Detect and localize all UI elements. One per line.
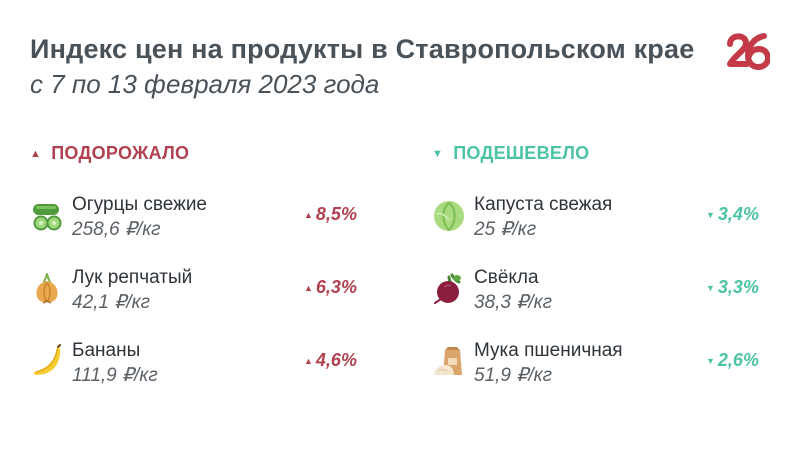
price-change: ▼ 2,6% xyxy=(706,350,759,371)
triangle-down-icon: ▼ xyxy=(432,147,444,160)
product-price: 111,9 ₽/кг xyxy=(72,365,158,386)
triangle-up-icon: ▲ xyxy=(304,282,313,293)
product-price: 42,1 ₽/кг xyxy=(72,292,150,313)
change-value: 4,6% xyxy=(315,350,357,370)
section-label: ПОДОРОЖАЛО xyxy=(51,143,190,163)
product-price: 51,9 ₽/кг xyxy=(474,365,552,386)
product-name: Лук репчатый xyxy=(72,267,193,288)
price-change: ▲ 4,6% xyxy=(304,350,357,371)
change-value: 6,3% xyxy=(315,277,357,297)
onion-icon xyxy=(36,273,58,304)
triangle-down-icon: ▼ xyxy=(706,355,715,366)
triangle-up-icon: ▲ xyxy=(304,355,313,366)
page-title: Индекс цен на продукты в Ставропольском … xyxy=(30,34,695,64)
flour-icon xyxy=(434,347,462,375)
triangle-down-icon: ▼ xyxy=(706,209,715,220)
price-change: ▲ 8,5% xyxy=(304,204,357,225)
price-change: ▼ 3,3% xyxy=(706,277,759,298)
triangle-up-icon: ▲ xyxy=(30,147,42,160)
triangle-up-icon: ▲ xyxy=(304,209,313,220)
banana-icon xyxy=(33,344,61,375)
cucumber-icon xyxy=(33,204,62,231)
product-name: Свёкла xyxy=(474,267,539,288)
section-label: ПОДЕШЕВЕЛО xyxy=(453,143,590,163)
triangle-down-icon: ▼ xyxy=(706,282,715,293)
product-price: 258,6 ₽/кг xyxy=(72,219,161,240)
price-change: ▲ 6,3% xyxy=(304,277,357,298)
section-header-price-up: ▲ ПОДОРОЖАЛО xyxy=(30,143,189,164)
price-change: ▼ 3,4% xyxy=(706,204,759,225)
logo-26-icon xyxy=(727,33,770,70)
product-name: Мука пшеничная xyxy=(474,340,623,361)
product-name: Капуста свежая xyxy=(474,194,613,215)
page-subtitle: с 7 по 13 февраля 2023 года xyxy=(30,69,380,99)
change-value: 8,5% xyxy=(315,204,357,224)
change-value: 3,4% xyxy=(717,204,759,224)
product-price: 25 ₽/кг xyxy=(474,219,537,240)
product-price: 38,3 ₽/кг xyxy=(474,292,552,313)
section-header-price-down: ▼ ПОДЕШЕВЕЛО xyxy=(432,143,589,164)
cabbage-icon xyxy=(434,201,464,231)
beet-icon xyxy=(434,273,461,304)
change-value: 3,3% xyxy=(717,277,759,297)
product-name: Огурцы свежие xyxy=(72,194,208,215)
change-value: 2,6% xyxy=(717,350,759,370)
product-name: Бананы xyxy=(72,340,141,361)
